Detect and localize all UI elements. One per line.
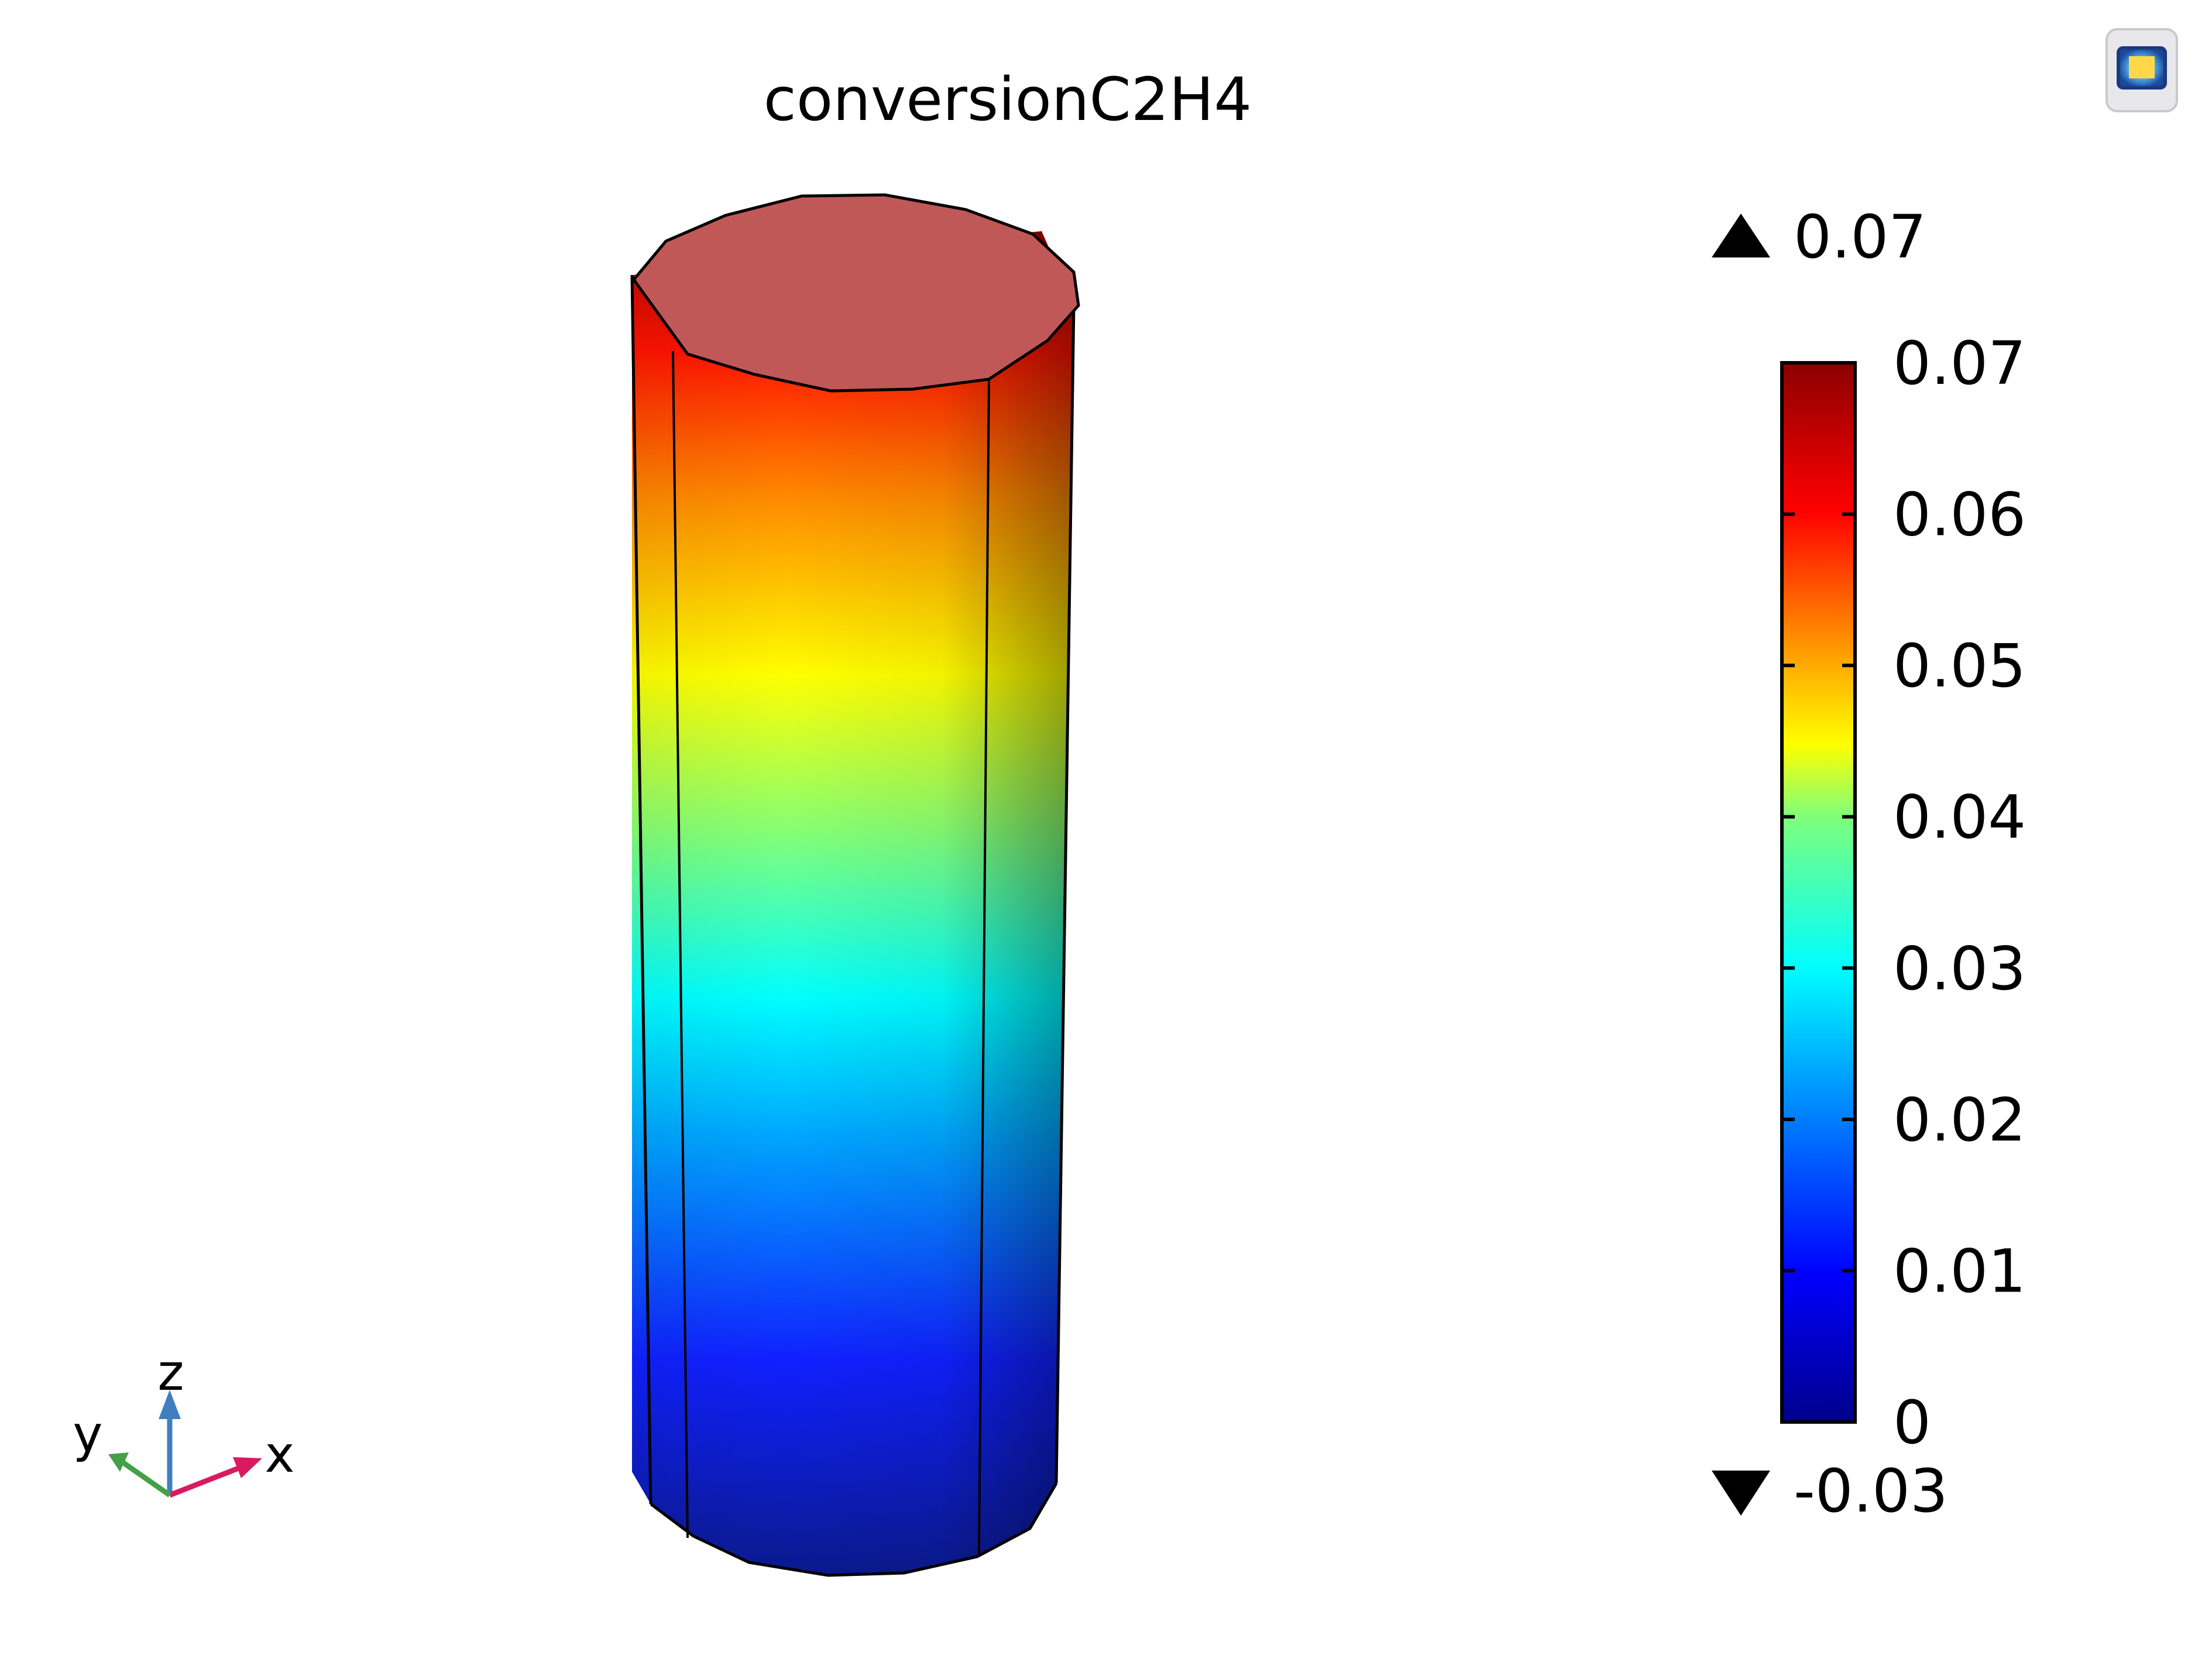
colorbar-ticks: 0.07 0.06 0.05 0.04 0.03 0.02 0.01 0 xyxy=(1782,329,2026,1458)
axis-triad: z x y xyxy=(73,1344,295,1498)
colorbar: 0.07 0.06 0.05 0.04 0.03 0.02 0.01 0 xyxy=(1780,329,2026,1458)
colorbar-tick-label: 0.06 xyxy=(1893,480,2026,550)
x-axis-label: x xyxy=(265,1426,295,1484)
colorbar-tick-label: 0.03 xyxy=(1893,934,2026,1004)
colorbar-tick-label: 0 xyxy=(1893,1388,1931,1458)
cylinder-top-cap xyxy=(631,193,1080,393)
z-arrow-icon xyxy=(159,1390,181,1419)
min-indicator: -0.03 xyxy=(1712,1457,1948,1526)
z-axis-label: z xyxy=(157,1344,184,1402)
svg-text:0.07: 0.07 xyxy=(1794,202,1926,272)
comsol-logo-icon[interactable] xyxy=(2105,28,2178,112)
y-arrow-icon xyxy=(108,1452,129,1472)
colorbar-tick-label: 0.02 xyxy=(1893,1086,2026,1155)
colorbar-tick-label: 0.07 xyxy=(1893,329,2026,399)
x-arrow-icon xyxy=(233,1457,262,1478)
chart-title: conversionC2H4 xyxy=(764,65,1252,135)
min-triangle-icon xyxy=(1712,1471,1770,1516)
colorbar-gradient xyxy=(1780,361,1857,1424)
max-triangle-icon xyxy=(1712,214,1770,257)
cylinder-outline xyxy=(630,274,1076,1577)
cylinder-surface xyxy=(630,193,1080,1577)
colorbar-tick-label: 0.01 xyxy=(1893,1236,2026,1306)
colorbar-tick-label: 0.04 xyxy=(1893,783,2026,853)
y-axis-label: y xyxy=(73,1405,103,1464)
max-indicator: 0.07 xyxy=(1712,202,1926,272)
colorbar-tick-label: 0.05 xyxy=(1893,631,2026,701)
svg-text:-0.03: -0.03 xyxy=(1794,1457,1948,1526)
cylinder-edge-right xyxy=(978,379,990,1556)
cylinder-edge-left xyxy=(672,351,689,1538)
